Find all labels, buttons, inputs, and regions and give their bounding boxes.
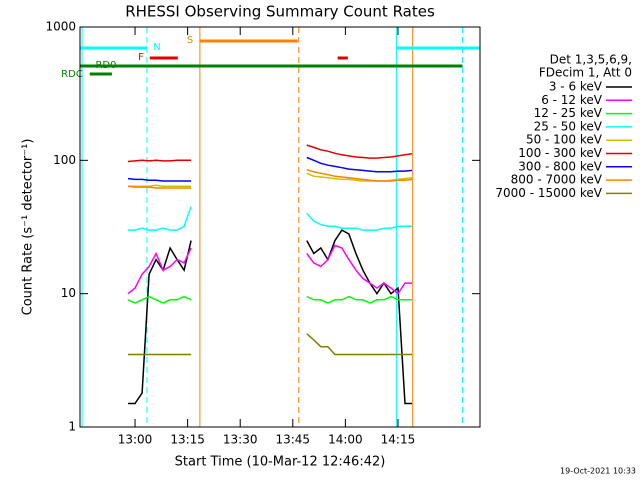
series-line	[127, 295, 412, 304]
legend-label: 7000 - 15000 keV	[495, 186, 602, 200]
x-tick-label: 13:45	[275, 433, 310, 447]
legend-label: 3 - 6 keV	[549, 80, 603, 94]
plot-area	[81, 27, 463, 427]
series-line	[127, 144, 413, 163]
x-tick-label: 14:00	[328, 433, 363, 447]
y-tick-label: 1	[68, 420, 76, 434]
y-tick-label: 10	[61, 286, 76, 300]
legend-label: 50 - 100 keV	[526, 133, 603, 147]
chart-title: RHESSI Observing Summary Count Rates	[125, 3, 435, 21]
legend-label: 25 - 50 keV	[534, 119, 603, 133]
legend-label: 6 - 12 keV	[541, 93, 603, 107]
footer: 19-Oct-2021 10:33	[560, 467, 636, 476]
flag-label: S	[187, 35, 193, 46]
legend-label: 100 - 300 keV	[518, 146, 602, 160]
legend-header: Det 1,3,5,6,9,	[550, 53, 632, 67]
x-axis-label: Start Time (10-Mar-12 12:46:42)	[175, 455, 386, 470]
series-line	[128, 333, 412, 356]
flag-label: N	[153, 42, 160, 53]
y-axis-label: Count Rate (s⁻¹ detector⁻¹)	[21, 139, 36, 316]
series-line	[128, 206, 412, 231]
series-line	[127, 168, 413, 189]
x-tick-label: 13:15	[170, 433, 205, 447]
x-tick-label: 14:15	[381, 433, 416, 447]
y-tick-label: 100	[53, 153, 76, 167]
series-line	[128, 172, 413, 187]
legend-header: FDecim 1, Att 0	[539, 66, 632, 80]
flag-label: F	[138, 52, 144, 63]
y-tick-label: 1000	[45, 20, 76, 34]
legend-label: 12 - 25 keV	[534, 106, 603, 120]
x-tick-label: 13:30	[223, 433, 258, 447]
flag-label: RDC	[61, 69, 83, 80]
plot-frame	[79, 26, 481, 428]
legend-label: 300 - 800 keV	[518, 159, 602, 173]
legend-label: 800 - 7000 keV	[511, 173, 603, 187]
flag-label: RD0	[95, 60, 116, 71]
series-line	[127, 156, 413, 182]
x-tick-label: 13:00	[118, 433, 153, 447]
series-line	[127, 244, 412, 295]
